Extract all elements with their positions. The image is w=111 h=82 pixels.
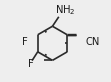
Text: F: F [22,37,28,47]
Text: F: F [28,59,34,69]
Text: NH$_2$: NH$_2$ [55,3,75,17]
Text: CN: CN [86,37,100,47]
